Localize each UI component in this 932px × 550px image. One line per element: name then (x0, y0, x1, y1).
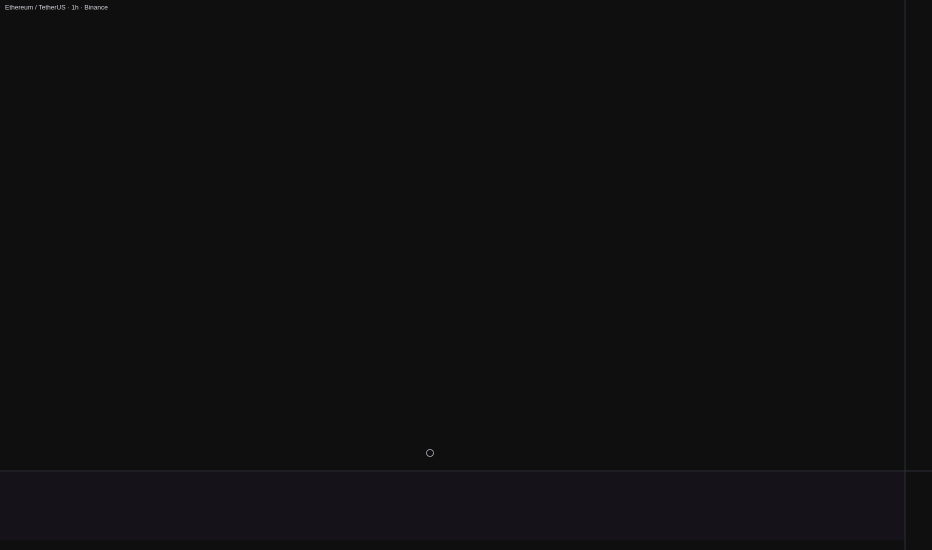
rsi-pane (0, 472, 905, 540)
indicator-icon (426, 449, 434, 457)
chart-title: Ethereum / TetherUS · 1h · Binance (5, 5, 108, 12)
